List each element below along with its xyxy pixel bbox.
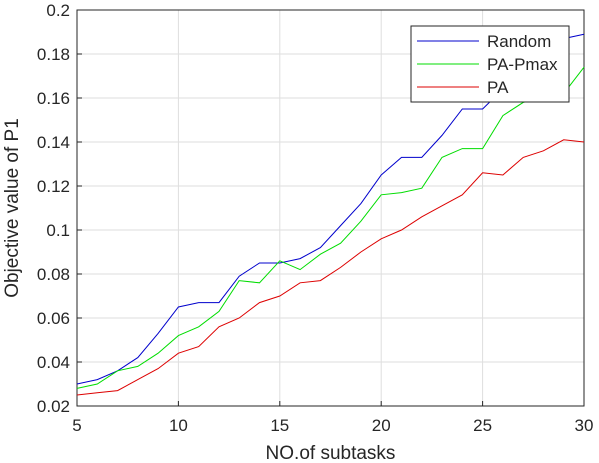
legend-label: PA-Pmax	[487, 55, 558, 74]
series-line-pa-pmax	[76, 66, 585, 389]
x-axis-label: NO.of subtasks	[266, 443, 396, 463]
y-tick-label: 0.16	[37, 89, 70, 108]
y-tick-label: 0.1	[46, 221, 70, 240]
y-tick-label: 0.12	[37, 177, 70, 196]
legend-label: Random	[487, 32, 551, 51]
y-tick-label: 0.2	[46, 1, 70, 20]
tick-labels: 5 10 15 20 25 30 0.02 0.04 0.06 0.08 0.1 0.12 0.14 0.…	[37, 1, 594, 435]
x-tick-label: 10	[169, 416, 188, 435]
y-tick-label: 0.08	[37, 265, 70, 284]
x-tick-label: 25	[473, 416, 492, 435]
y-tick-label: 0.06	[37, 309, 70, 328]
x-tick-label: 5	[72, 416, 81, 435]
y-tick-label: 0.04	[37, 353, 70, 372]
y-tick-label: 0.02	[37, 397, 70, 416]
y-tick-label: 0.18	[37, 45, 70, 64]
x-tick-label: 15	[270, 416, 289, 435]
x-tick-label: 20	[372, 416, 391, 435]
x-tick-label: 30	[575, 416, 594, 435]
y-tick-label: 0.14	[37, 133, 70, 152]
legend: Random PA-Pmax PA	[410, 25, 570, 103]
series-line-pa	[76, 139, 585, 396]
plot-frame	[76, 9, 585, 407]
legend-label: PA	[487, 78, 509, 97]
y-axis-label: Objective value of P1	[2, 118, 23, 298]
